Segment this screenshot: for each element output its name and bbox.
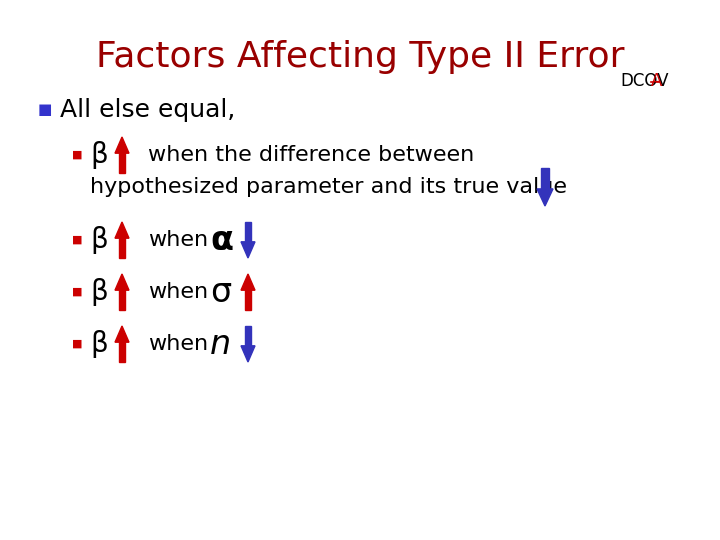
Text: hypothesized parameter and its true value: hypothesized parameter and its true valu… xyxy=(90,177,567,197)
Text: All else equal,: All else equal, xyxy=(60,98,235,122)
Text: α: α xyxy=(210,224,233,256)
Polygon shape xyxy=(115,137,129,153)
Text: DCOV: DCOV xyxy=(620,72,668,90)
Text: ■: ■ xyxy=(72,339,83,349)
Polygon shape xyxy=(245,290,251,310)
Polygon shape xyxy=(119,342,125,362)
Text: when: when xyxy=(148,334,208,354)
Text: Factors Affecting Type II Error: Factors Affecting Type II Error xyxy=(96,40,624,74)
Text: n: n xyxy=(210,327,231,361)
Polygon shape xyxy=(241,242,255,258)
Polygon shape xyxy=(245,222,251,242)
Polygon shape xyxy=(119,290,125,310)
Polygon shape xyxy=(115,326,129,342)
Polygon shape xyxy=(541,168,549,189)
Text: ■: ■ xyxy=(72,235,83,245)
Polygon shape xyxy=(115,222,129,238)
Text: when: when xyxy=(148,230,208,250)
Text: β: β xyxy=(90,278,108,306)
Text: ■: ■ xyxy=(38,103,53,118)
Polygon shape xyxy=(119,238,125,258)
Text: when: when xyxy=(148,282,208,302)
Polygon shape xyxy=(245,326,251,346)
Polygon shape xyxy=(537,189,553,206)
Text: ■: ■ xyxy=(72,150,83,160)
Text: A: A xyxy=(651,72,662,90)
Polygon shape xyxy=(119,153,125,173)
Text: β: β xyxy=(90,226,108,254)
Text: β: β xyxy=(90,141,108,169)
Text: β: β xyxy=(90,330,108,358)
Text: ■: ■ xyxy=(72,287,83,297)
Text: σ: σ xyxy=(210,275,231,308)
Polygon shape xyxy=(241,346,255,362)
Text: when the difference between: when the difference between xyxy=(148,145,474,165)
Polygon shape xyxy=(115,274,129,290)
Polygon shape xyxy=(241,274,255,290)
